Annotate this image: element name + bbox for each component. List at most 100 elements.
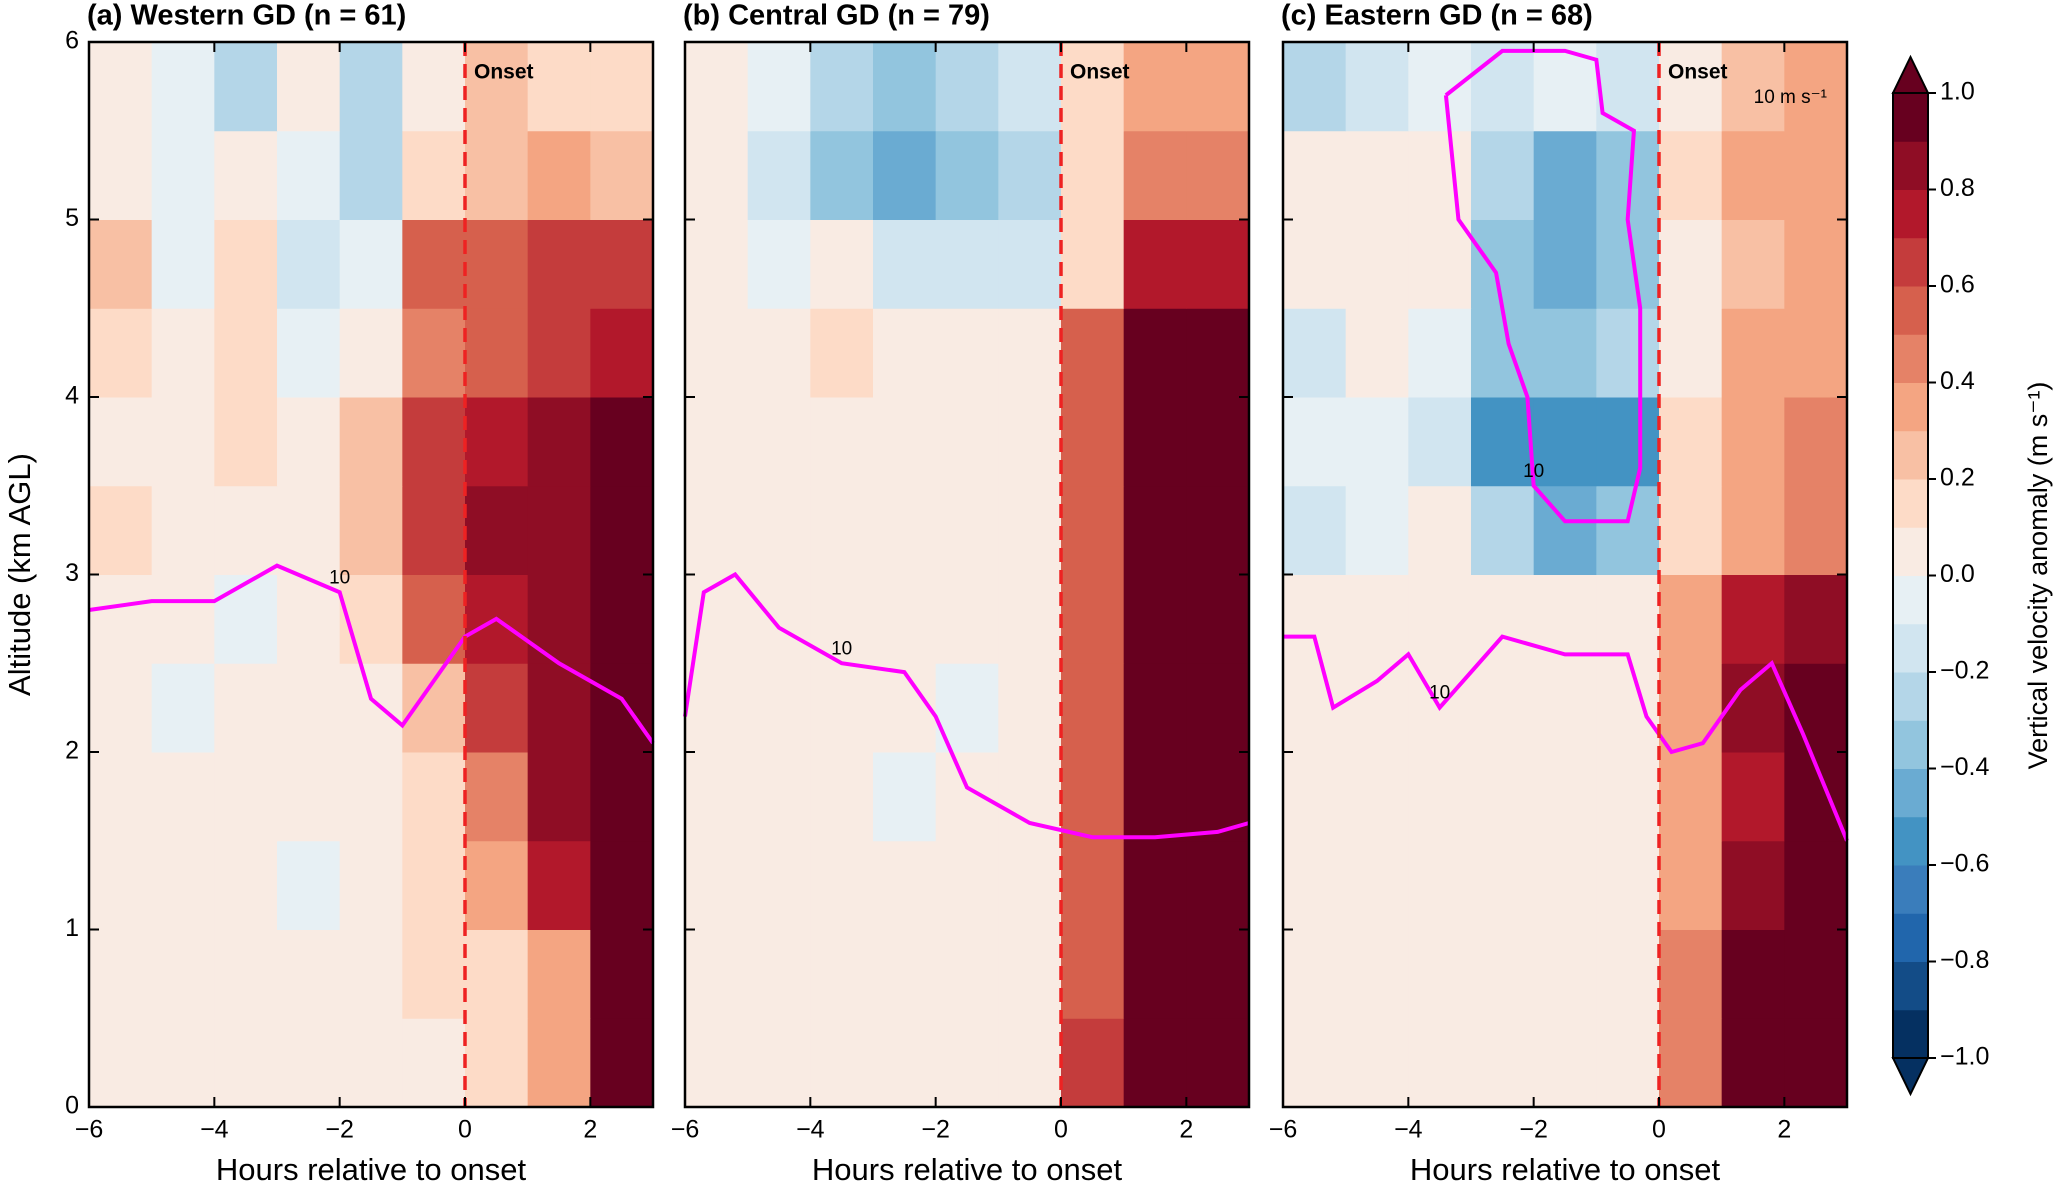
heatmap-cell — [685, 663, 749, 753]
heatmap-cell — [1659, 929, 1723, 1019]
heatmap-cell — [810, 130, 874, 220]
colorbar-label: Vertical velocity anomaly (m s⁻¹) — [2023, 382, 2053, 770]
heatmap-cell — [89, 1018, 153, 1108]
heatmap-cell — [1283, 840, 1347, 930]
heatmap-cell — [1408, 1018, 1472, 1108]
heatmap-cell — [465, 840, 529, 930]
heatmap-cell — [873, 574, 937, 664]
heatmap-cell — [935, 1018, 999, 1108]
heatmap-cell — [1345, 397, 1409, 487]
heatmap-cell — [685, 840, 749, 930]
heatmap-cell — [402, 308, 466, 398]
heatmap-cell — [89, 485, 153, 575]
heatmap-cell — [527, 219, 591, 309]
heatmap-cell — [214, 308, 278, 398]
heatmap-cell — [1186, 574, 1250, 664]
heatmap-cell — [89, 308, 153, 398]
heatmap-cell — [465, 485, 529, 575]
heatmap-cell — [527, 130, 591, 220]
heatmap-cell — [935, 308, 999, 398]
colorbar-segment — [1893, 527, 1928, 576]
heatmap-cell — [1721, 840, 1785, 930]
heatmap-cell — [277, 397, 341, 487]
heatmap-cell — [1408, 42, 1472, 132]
heatmap-cell — [1123, 1018, 1187, 1108]
heatmap-cell — [89, 840, 153, 930]
heatmap-cell — [465, 752, 529, 842]
heatmap-cell — [935, 130, 999, 220]
y-tick-label: 4 — [65, 382, 79, 410]
heatmap-cell — [998, 397, 1062, 487]
colorbar-segment — [1893, 1009, 1928, 1059]
heatmap-cell — [810, 219, 874, 309]
heatmap-cell — [214, 929, 278, 1019]
heatmap-cell — [1283, 929, 1347, 1019]
heatmap-cell — [339, 752, 403, 842]
heatmap-cell — [1061, 752, 1125, 842]
heatmap-cell — [1471, 752, 1535, 842]
heatmap-cell — [1345, 663, 1409, 753]
heatmap-cell — [1186, 130, 1250, 220]
y-tick-label: 1 — [65, 914, 79, 942]
x-tick-label: −6 — [75, 1116, 104, 1144]
contour-line — [88, 563, 655, 745]
x-tick-label: −2 — [1519, 1116, 1548, 1144]
heatmap-cell — [1784, 130, 1848, 220]
heatmap-cell — [1283, 130, 1347, 220]
heatmap-cell — [685, 485, 749, 575]
heatmap-cell — [1345, 130, 1409, 220]
heatmap-cell — [1533, 663, 1597, 753]
heatmap-cell — [339, 397, 403, 487]
heatmap-cell — [1721, 308, 1785, 398]
colorbar-segment — [1893, 768, 1928, 818]
heatmap-cell — [1123, 219, 1187, 309]
heatmap-cell — [1283, 219, 1347, 309]
heatmap-cell — [873, 840, 937, 930]
heatmap-cell — [873, 485, 937, 575]
heatmap-cell — [1061, 840, 1125, 930]
contour-label: 10 — [329, 567, 350, 588]
heatmap-cell — [1533, 130, 1597, 220]
heatmap-cell — [998, 663, 1062, 753]
heatmap-cell — [151, 42, 215, 132]
heatmap-cell — [1784, 1018, 1848, 1108]
heatmap-cell — [527, 574, 591, 664]
heatmap-cell — [1408, 840, 1472, 930]
heatmap-cell — [1784, 840, 1848, 930]
x-tick-label: −4 — [1394, 1116, 1423, 1144]
heatmap-cell — [998, 485, 1062, 575]
heatmap-cell — [685, 1018, 749, 1108]
colorbar-extend-top — [1891, 54, 1930, 94]
heatmap-cell — [1345, 1018, 1409, 1108]
heatmap-cell — [998, 42, 1062, 132]
heatmap-cell — [1123, 929, 1187, 1019]
heatmap-cell — [1596, 42, 1660, 132]
contour-label: 10 — [1523, 461, 1544, 482]
heatmap-cell — [1659, 397, 1723, 487]
heatmap-cell — [810, 752, 874, 842]
heatmap-cell — [465, 219, 529, 309]
heatmap-cell — [277, 1018, 341, 1108]
heatmap-cell — [1596, 929, 1660, 1019]
x-tick-label: −2 — [921, 1116, 950, 1144]
heatmap-cell — [1659, 574, 1723, 664]
heatmap-cell — [1408, 308, 1472, 398]
heatmap-cell — [747, 42, 811, 132]
heatmap-cell — [1345, 752, 1409, 842]
x-tick-label: 0 — [1652, 1116, 1666, 1144]
heatmap-cell — [1471, 130, 1535, 220]
heatmap-cell — [339, 485, 403, 575]
heatmap-cell — [1596, 308, 1660, 398]
heatmap-cell — [1533, 840, 1597, 930]
heatmap-cell — [1721, 485, 1785, 575]
heatmap-cell — [1408, 130, 1472, 220]
heatmap-cell — [1471, 397, 1535, 487]
heatmap-cell — [89, 130, 153, 220]
heatmap-cell — [685, 397, 749, 487]
heatmap-cell — [527, 397, 591, 487]
heatmap-cell — [527, 840, 591, 930]
heatmap-cell — [1408, 929, 1472, 1019]
heatmap-cell — [339, 663, 403, 753]
panel-title: (b) Central GD (n = 79) — [683, 0, 990, 32]
